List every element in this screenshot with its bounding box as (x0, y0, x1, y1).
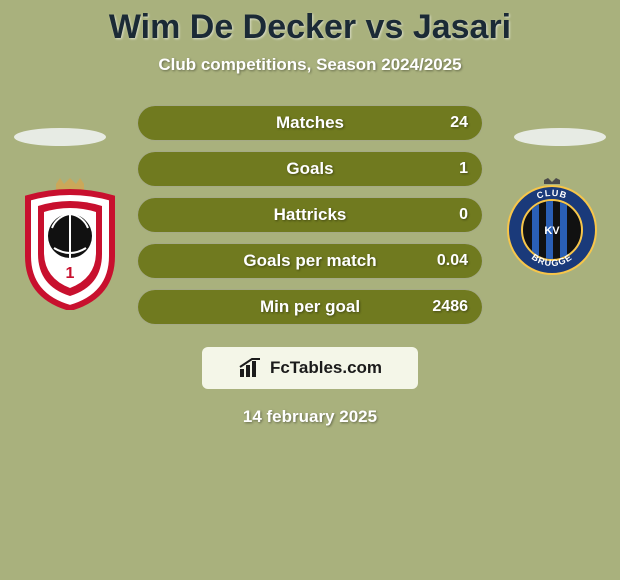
stat-value: 1 (459, 152, 468, 186)
stat-value: 0 (459, 198, 468, 232)
antwerp-crest-icon: 1 (18, 178, 122, 310)
svg-text:KV: KV (544, 225, 560, 237)
stat-row: Goals per match 0.04 (137, 243, 483, 279)
chart-icon (238, 357, 264, 379)
ellipse-left (14, 128, 106, 146)
branding-badge[interactable]: FcTables.com (202, 347, 418, 389)
stat-value: 0.04 (437, 244, 468, 278)
comparison-card: Wim De Decker vs Jasari Club competition… (0, 0, 620, 580)
stat-label: Hattricks (138, 198, 482, 232)
stat-label: Matches (138, 106, 482, 140)
stat-value: 24 (450, 106, 468, 140)
stat-row: Goals 1 (137, 151, 483, 187)
stat-value: 2486 (432, 290, 468, 324)
stat-label: Goals (138, 152, 482, 186)
svg-text:1: 1 (66, 265, 75, 282)
stat-row: Matches 24 (137, 105, 483, 141)
stat-label: Goals per match (138, 244, 482, 278)
date-label: 14 february 2025 (0, 407, 620, 427)
team-crest-left: 1 (18, 178, 122, 315)
ellipse-right (514, 128, 606, 146)
page-title: Wim De Decker vs Jasari (0, 0, 620, 47)
page-subtitle: Club competitions, Season 2024/2025 (0, 55, 620, 75)
stat-row: Hattricks 0 (137, 197, 483, 233)
stat-row: Min per goal 2486 (137, 289, 483, 325)
branding-text: FcTables.com (270, 358, 382, 378)
stats-list: Matches 24 Goals 1 Hattricks 0 Goals per… (137, 105, 483, 325)
stat-label: Min per goal (138, 290, 482, 324)
team-crest-right: CLUB BRUGGE KV (502, 178, 602, 283)
brugge-crest-icon: CLUB BRUGGE KV (502, 178, 602, 278)
